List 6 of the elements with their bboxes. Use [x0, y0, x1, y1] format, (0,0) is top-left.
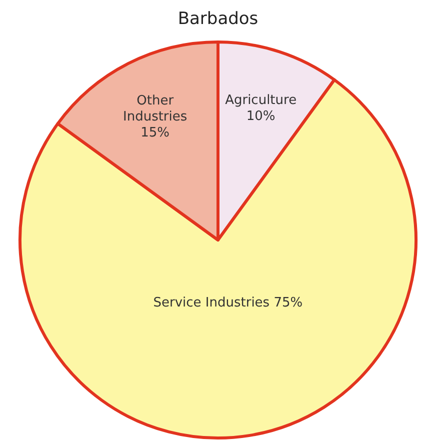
data-label: 15% [140, 125, 170, 140]
slice-label: Other Industries [122, 93, 188, 124]
slice-label: Service Industries 75% [153, 295, 303, 310]
slice-label: Agriculture [225, 92, 297, 108]
chart-title: Barbados [178, 9, 258, 29]
data-label: 10% [246, 108, 276, 124]
